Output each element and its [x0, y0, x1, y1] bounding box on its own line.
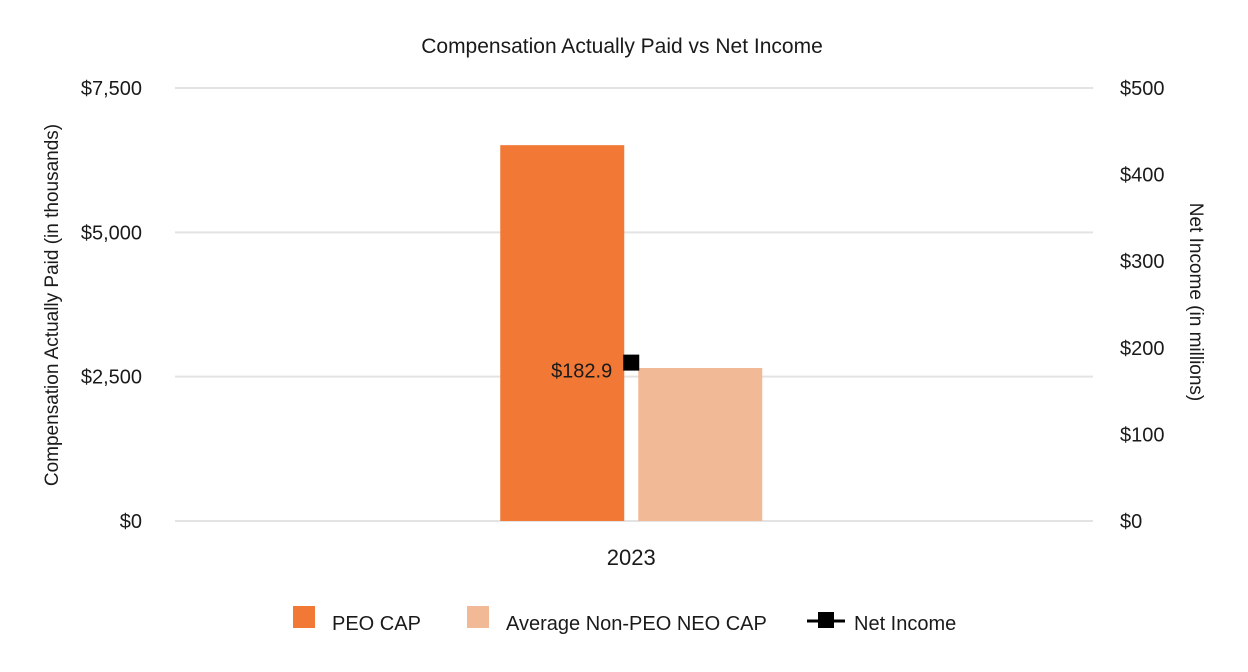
net-income-data-label: $182.9 [551, 361, 612, 383]
legend-label: Average Non-PEO NEO CAP [506, 613, 767, 635]
legend-marker [818, 612, 834, 628]
right-tick-label: $500 [1120, 78, 1165, 100]
net-income-markers: $182.9 [551, 354, 640, 383]
legend-label: PEO CAP [332, 613, 421, 635]
bars [500, 145, 763, 521]
right-tick-label: $0 [1120, 511, 1142, 533]
net-income-marker [623, 354, 640, 371]
right-tick-label: $100 [1120, 424, 1165, 446]
legend-swatch [293, 606, 315, 628]
right-tick-label: $200 [1120, 338, 1165, 360]
right-axis-label: Net Income (in millions) [1185, 203, 1206, 402]
left-axis-ticks: $0 $2,500 $5,000 $7,500 [81, 78, 142, 533]
left-tick-label: $5,000 [81, 222, 142, 244]
bar-peo-cap [500, 145, 625, 521]
right-tick-label: $400 [1120, 165, 1165, 187]
bar-average-non-peo-neo-cap [638, 368, 763, 521]
chart-title: Compensation Actually Paid vs Net Income [421, 35, 823, 58]
legend-swatch [467, 606, 489, 628]
legend: PEO CAP Average Non-PEO NEO CAP Net Income [293, 606, 956, 635]
gridlines [175, 87, 1093, 522]
left-tick-label: $2,500 [81, 367, 142, 389]
left-axis-label: Compensation Actually Paid (in thousands… [42, 124, 63, 486]
x-tick-label: 2023 [607, 545, 656, 570]
legend-label: Net Income [854, 613, 956, 635]
left-tick-label: $7,500 [81, 78, 142, 100]
left-tick-label: $0 [120, 511, 142, 533]
x-axis-ticks: 2023 [607, 545, 656, 570]
right-tick-label: $300 [1120, 251, 1165, 273]
right-axis-ticks: $0 $100 $200 $300 $400 $500 [1120, 78, 1165, 533]
